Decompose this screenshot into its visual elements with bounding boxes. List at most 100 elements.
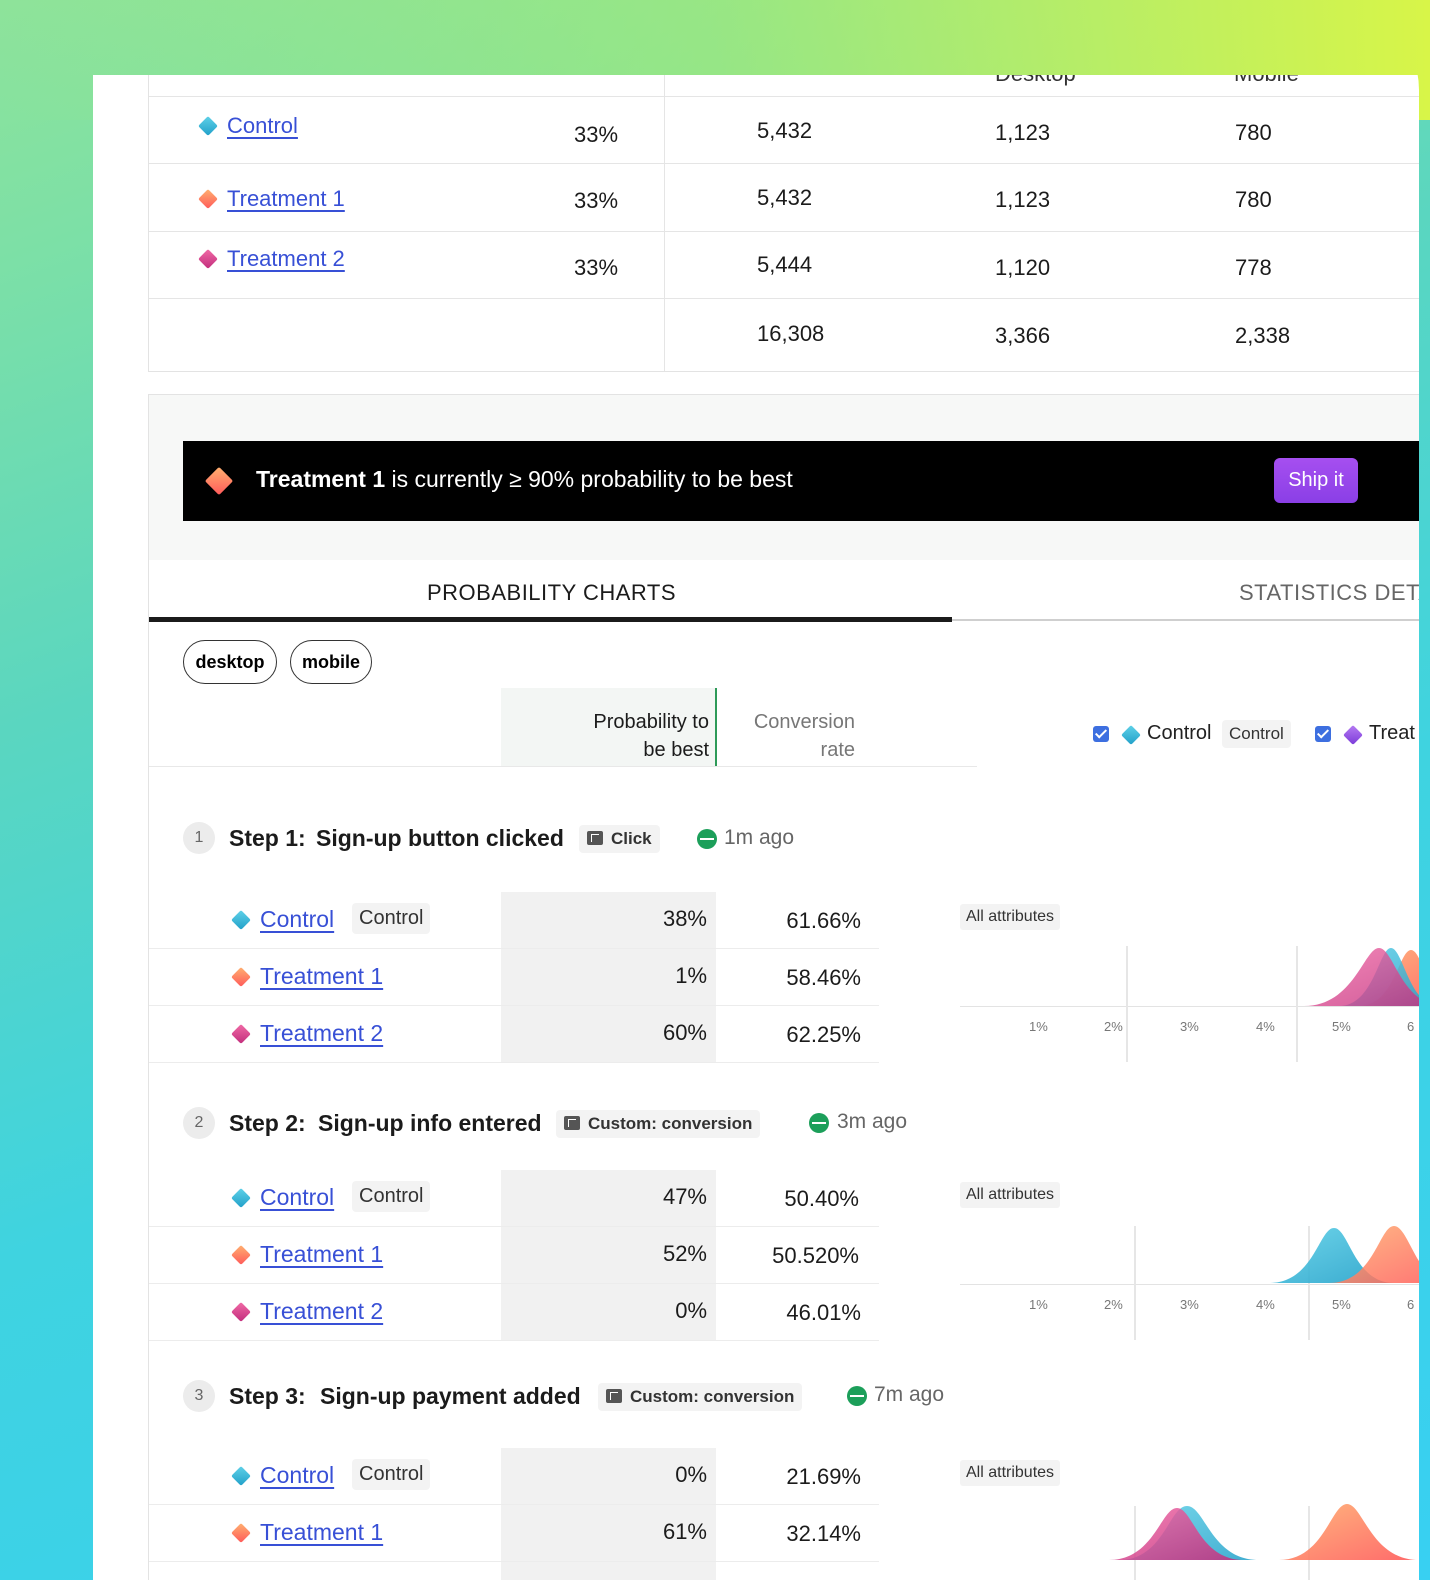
axis-tick: 2% xyxy=(1104,1019,1123,1034)
column-header-desktop: Desktop xyxy=(995,75,1076,87)
legend-control-label: Control xyxy=(1147,722,1212,744)
live-activity-icon xyxy=(809,1113,829,1133)
probability-value: 52% xyxy=(662,1241,707,1266)
legend-control-tag: Control xyxy=(1222,720,1291,748)
desktop-value: 1,123 xyxy=(995,187,1051,212)
probability-value: 0% xyxy=(675,1462,707,1487)
click-icon xyxy=(587,831,603,845)
tab-statistics-details[interactable]: STATISTICS DETA xyxy=(1239,580,1419,605)
probability-value: 38% xyxy=(662,906,707,931)
allocation-value: 33% xyxy=(574,188,619,213)
control-tag: Control xyxy=(352,903,431,934)
variant-link-treatment-2[interactable]: Treatment 2 xyxy=(260,1298,384,1324)
active-tab-indicator xyxy=(149,617,952,622)
banner-variant: Treatment 1 xyxy=(256,466,386,492)
mobile-value: 780 xyxy=(1235,120,1272,145)
control-diamond-icon xyxy=(231,910,251,930)
axis-tick: 1% xyxy=(1029,1019,1048,1034)
desktop-sum: 3,366 xyxy=(995,323,1051,348)
segment-mobile-button[interactable]: mobile xyxy=(290,640,372,684)
step-number-badge: 1 xyxy=(183,822,215,854)
legend-treatment-label: Treat xyxy=(1369,722,1415,744)
ship-it-button[interactable]: Ship it xyxy=(1274,458,1358,503)
step-title: Sign-up info entered xyxy=(318,1110,542,1136)
event-type-tag: Custom: conversion xyxy=(556,1110,761,1138)
app-screen: Desktop Mobile Control 33% 5,432 1,123 7… xyxy=(93,75,1419,1580)
control-diamond-icon xyxy=(198,116,218,136)
probability-value: 0% xyxy=(675,1298,707,1323)
step-number-badge: 2 xyxy=(183,1107,215,1139)
legend-control-checkbox[interactable] xyxy=(1093,726,1109,742)
step-title: Sign-up button clicked xyxy=(316,825,564,851)
tab-probability-charts[interactable]: PROBABILITY CHARTS xyxy=(427,580,677,605)
code-icon xyxy=(606,1389,622,1403)
mobile-sum: 2,338 xyxy=(1235,323,1291,348)
control-diamond-icon xyxy=(231,1466,251,1486)
variant-link-treatment-1[interactable]: Treatment 1 xyxy=(227,186,345,211)
variant-link-treatment-2[interactable]: Treatment 2 xyxy=(227,246,345,271)
step-label: Step 2: xyxy=(229,1110,306,1136)
treatment-1-diamond-icon xyxy=(231,967,251,987)
axis-tick: 6 xyxy=(1407,1019,1415,1034)
variant-link-control[interactable]: Control xyxy=(260,1462,335,1488)
axis-tick: 5% xyxy=(1332,1019,1351,1034)
attributes-tag: All attributes xyxy=(960,904,1061,930)
column-header-mobile: Mobile xyxy=(1234,75,1299,87)
treatment-2-diamond-icon xyxy=(231,1302,251,1322)
total-value: 5,444 xyxy=(757,252,813,277)
variant-link-treatment-2[interactable]: Treatment 2 xyxy=(260,1020,384,1046)
conversion-value: 21.69% xyxy=(786,1464,861,1489)
step-label: Step 1: xyxy=(229,825,306,851)
conversion-value: 62.25% xyxy=(786,1022,861,1047)
segment-desktop-button[interactable]: desktop xyxy=(183,640,277,684)
treatment-1-diamond-icon xyxy=(231,1245,251,1265)
event-type-tag: Click xyxy=(579,825,660,853)
treatment-diamond-icon xyxy=(1343,725,1363,745)
conversion-value: 50.520% xyxy=(772,1243,859,1268)
variant-link-control[interactable]: Control xyxy=(260,1184,335,1210)
variant-link-control[interactable]: Control xyxy=(260,906,335,932)
axis-tick: 1% xyxy=(1029,1297,1048,1312)
last-seen-time: 3m ago xyxy=(837,1110,908,1133)
conversion-value: 61.66% xyxy=(786,908,861,933)
total-value: 5,432 xyxy=(757,118,813,143)
banner-message: Treatment 1 is currently ≥ 90% probabili… xyxy=(256,466,793,493)
axis-tick: 4% xyxy=(1256,1297,1275,1312)
treatment-2-diamond-icon xyxy=(231,1024,251,1044)
banner-text: is currently ≥ 90% probability to be bes… xyxy=(391,466,793,492)
distribution-curves xyxy=(1109,1504,1419,1560)
distribution-curves xyxy=(1269,1226,1419,1283)
step-title: Sign-up payment added xyxy=(320,1383,581,1409)
winner-banner: Treatment 1 is currently ≥ 90% probabili… xyxy=(183,441,1419,521)
probability-value: 47% xyxy=(662,1184,707,1209)
legend-treatment-checkbox[interactable] xyxy=(1315,726,1331,742)
axis-tick: 3% xyxy=(1180,1019,1199,1034)
control-tag: Control xyxy=(352,1181,431,1212)
live-activity-icon xyxy=(697,829,717,849)
axis-tick: 3% xyxy=(1180,1297,1199,1312)
probability-column-divider xyxy=(715,688,717,766)
probability-value: 1% xyxy=(675,963,707,988)
conversion-value: 50.40% xyxy=(784,1186,859,1211)
distribution-curves xyxy=(1304,948,1419,1006)
step-label: Step 3: xyxy=(229,1383,306,1409)
variant-link-treatment-1[interactable]: Treatment 1 xyxy=(260,963,384,989)
control-diamond-icon xyxy=(231,1188,251,1208)
total-value: 5,432 xyxy=(757,185,813,210)
desktop-value: 1,120 xyxy=(995,255,1051,280)
conversion-value: 58.46% xyxy=(786,965,861,990)
variant-link-control[interactable]: Control xyxy=(227,113,298,138)
control-diamond-icon xyxy=(1121,725,1141,745)
probability-column-header-bg xyxy=(501,688,716,766)
allocation-value: 33% xyxy=(574,122,619,147)
probability-value: 61% xyxy=(662,1519,707,1544)
variant-link-treatment-1[interactable]: Treatment 1 xyxy=(260,1241,384,1267)
mobile-value: 780 xyxy=(1235,187,1272,212)
desktop-value: 1,123 xyxy=(995,120,1051,145)
attributes-tag: All attributes xyxy=(960,1182,1061,1208)
probability-value: 60% xyxy=(662,1020,707,1045)
variant-link-treatment-1[interactable]: Treatment 1 xyxy=(260,1519,384,1545)
treatment-2-diamond-icon xyxy=(198,249,218,269)
event-type-tag: Custom: conversion xyxy=(598,1383,803,1411)
